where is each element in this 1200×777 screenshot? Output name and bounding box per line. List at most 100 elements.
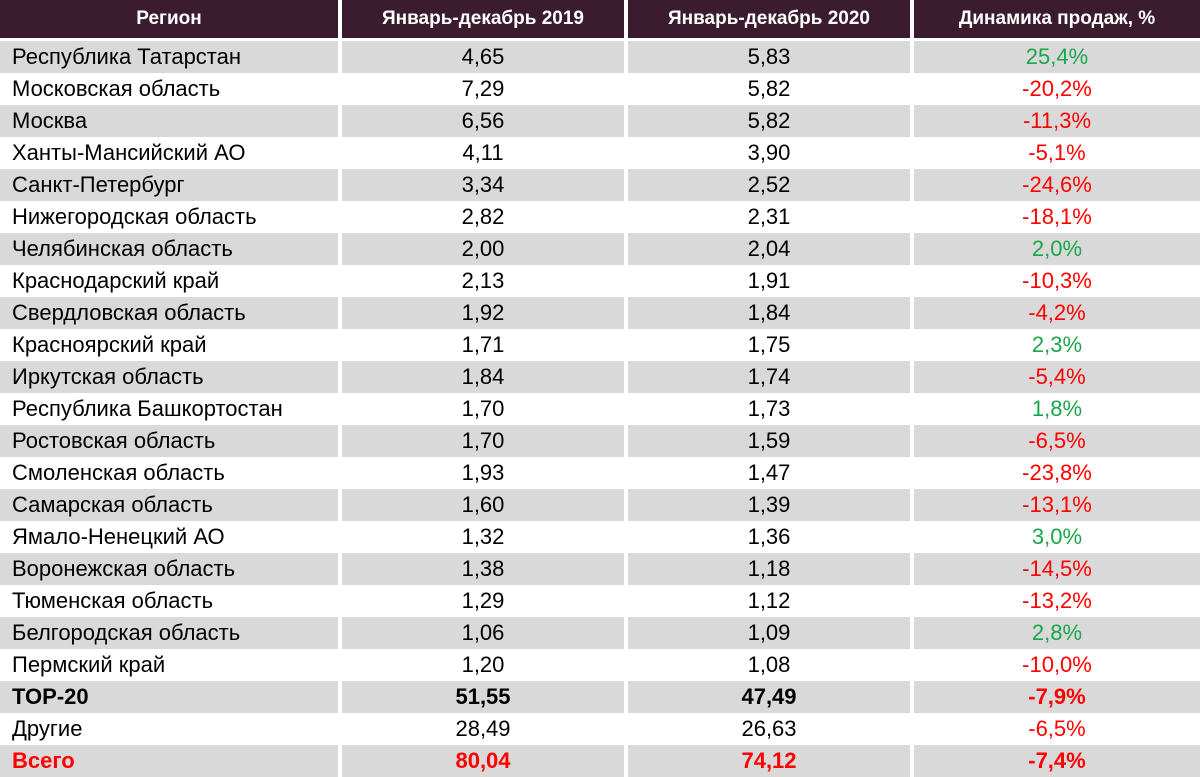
value-2020-cell: 1,18 bbox=[628, 553, 914, 585]
dynamics-cell: 25,4% bbox=[914, 41, 1200, 73]
top20-2019: 51,55 bbox=[342, 681, 628, 713]
region-cell: Тюменская область bbox=[0, 585, 342, 617]
region-cell: Республика Татарстан bbox=[0, 41, 342, 73]
table-row: Москва 6,56 5,82 -11,3% bbox=[0, 105, 1200, 137]
region-cell: Ямало-Ненецкий АО bbox=[0, 521, 342, 553]
dynamics-cell: -6,5% bbox=[914, 425, 1200, 457]
value-2020-cell: 1,73 bbox=[628, 393, 914, 425]
region-cell: Ханты-Мансийский АО bbox=[0, 137, 342, 169]
other-2020: 26,63 bbox=[628, 713, 914, 745]
region-cell: Ростовская область bbox=[0, 425, 342, 457]
other-row: Другие 28,49 26,63 -6,5% bbox=[0, 713, 1200, 745]
value-2020-cell: 1,09 bbox=[628, 617, 914, 649]
value-2019-cell: 1,92 bbox=[342, 297, 628, 329]
region-cell: Челябинская область bbox=[0, 233, 342, 265]
region-cell: Краснодарский край bbox=[0, 265, 342, 297]
table-body: Республика Татарстан 4,65 5,83 25,4% Московс… bbox=[0, 41, 1200, 777]
table-row: Ямало-Ненецкий АО 1,32 1,36 3,0% bbox=[0, 521, 1200, 553]
table-row: Тюменская область 1,29 1,12 -13,2% bbox=[0, 585, 1200, 617]
table-row: Иркутская область 1,84 1,74 -5,4% bbox=[0, 361, 1200, 393]
value-2019-cell: 1,38 bbox=[342, 553, 628, 585]
dynamics-cell: -10,0% bbox=[914, 649, 1200, 681]
table-header: Регион Январь-декабрь 2019 Январь-декабр… bbox=[0, 0, 1200, 41]
region-cell: Пермский край bbox=[0, 649, 342, 681]
region-cell: Белгородская область bbox=[0, 617, 342, 649]
dynamics-cell: -18,1% bbox=[914, 201, 1200, 233]
value-2019-cell: 1,71 bbox=[342, 329, 628, 361]
dynamics-cell: -23,8% bbox=[914, 457, 1200, 489]
dynamics-cell: 2,8% bbox=[914, 617, 1200, 649]
region-cell: Смоленская область bbox=[0, 457, 342, 489]
value-2019-cell: 1,70 bbox=[342, 393, 628, 425]
region-cell: Нижегородская область bbox=[0, 201, 342, 233]
region-cell: Самарская область bbox=[0, 489, 342, 521]
other-dynamics: -6,5% bbox=[914, 713, 1200, 745]
value-2019-cell: 1,93 bbox=[342, 457, 628, 489]
header-row: Регион Январь-декабрь 2019 Январь-декабр… bbox=[0, 0, 1200, 41]
value-2019-cell: 1,32 bbox=[342, 521, 628, 553]
value-2019-cell: 2,13 bbox=[342, 265, 628, 297]
header-region: Регион bbox=[0, 0, 342, 41]
table-row: Краснодарский край 2,13 1,91 -10,3% bbox=[0, 265, 1200, 297]
other-2019: 28,49 bbox=[342, 713, 628, 745]
value-2019-cell: 2,00 bbox=[342, 233, 628, 265]
value-2020-cell: 2,31 bbox=[628, 201, 914, 233]
header-2019: Январь-декабрь 2019 bbox=[342, 0, 628, 41]
total-2020: 74,12 bbox=[628, 745, 914, 777]
dynamics-cell: -4,2% bbox=[914, 297, 1200, 329]
value-2019-cell: 6,56 bbox=[342, 105, 628, 137]
region-cell: Воронежская область bbox=[0, 553, 342, 585]
table-row: Санкт-Петербург 3,34 2,52 -24,6% bbox=[0, 169, 1200, 201]
region-cell: Свердловская область bbox=[0, 297, 342, 329]
value-2020-cell: 1,39 bbox=[628, 489, 914, 521]
dynamics-cell: -5,1% bbox=[914, 137, 1200, 169]
table-row: Ханты-Мансийский АО 4,11 3,90 -5,1% bbox=[0, 137, 1200, 169]
total-dynamics: -7,4% bbox=[914, 745, 1200, 777]
other-region: Другие bbox=[0, 713, 342, 745]
top20-region: TOP-20 bbox=[0, 681, 342, 713]
value-2019-cell: 4,65 bbox=[342, 41, 628, 73]
region-cell: Красноярский край bbox=[0, 329, 342, 361]
value-2020-cell: 1,59 bbox=[628, 425, 914, 457]
table-row: Ростовская область 1,70 1,59 -6,5% bbox=[0, 425, 1200, 457]
value-2020-cell: 1,12 bbox=[628, 585, 914, 617]
table-row: Пермский край 1,20 1,08 -10,0% bbox=[0, 649, 1200, 681]
dynamics-cell: -20,2% bbox=[914, 73, 1200, 105]
table-row: Нижегородская область 2,82 2,31 -18,1% bbox=[0, 201, 1200, 233]
value-2020-cell: 1,36 bbox=[628, 521, 914, 553]
table-row: Республика Татарстан 4,65 5,83 25,4% bbox=[0, 41, 1200, 73]
table-row: Самарская область 1,60 1,39 -13,1% bbox=[0, 489, 1200, 521]
table-row: Московская область 7,29 5,82 -20,2% bbox=[0, 73, 1200, 105]
dynamics-cell: 2,0% bbox=[914, 233, 1200, 265]
value-2019-cell: 7,29 bbox=[342, 73, 628, 105]
value-2019-cell: 1,60 bbox=[342, 489, 628, 521]
region-cell: Республика Башкортостан bbox=[0, 393, 342, 425]
table-row: Воронежская область 1,38 1,18 -14,5% bbox=[0, 553, 1200, 585]
table-row: Свердловская область 1,92 1,84 -4,2% bbox=[0, 297, 1200, 329]
value-2019-cell: 1,20 bbox=[342, 649, 628, 681]
value-2020-cell: 1,47 bbox=[628, 457, 914, 489]
value-2020-cell: 1,74 bbox=[628, 361, 914, 393]
value-2020-cell: 1,08 bbox=[628, 649, 914, 681]
dynamics-cell: -13,1% bbox=[914, 489, 1200, 521]
dynamics-cell: -24,6% bbox=[914, 169, 1200, 201]
value-2019-cell: 1,29 bbox=[342, 585, 628, 617]
table-row: Республика Башкортостан 1,70 1,73 1,8% bbox=[0, 393, 1200, 425]
value-2020-cell: 2,52 bbox=[628, 169, 914, 201]
top20-2020: 47,49 bbox=[628, 681, 914, 713]
value-2020-cell: 2,04 bbox=[628, 233, 914, 265]
region-cell: Санкт-Петербург bbox=[0, 169, 342, 201]
table-row: Красноярский край 1,71 1,75 2,3% bbox=[0, 329, 1200, 361]
value-2020-cell: 5,83 bbox=[628, 41, 914, 73]
top20-dynamics: -7,9% bbox=[914, 681, 1200, 713]
table-row: Смоленская область 1,93 1,47 -23,8% bbox=[0, 457, 1200, 489]
region-cell: Иркутская область bbox=[0, 361, 342, 393]
value-2019-cell: 3,34 bbox=[342, 169, 628, 201]
value-2020-cell: 5,82 bbox=[628, 73, 914, 105]
value-2020-cell: 3,90 bbox=[628, 137, 914, 169]
value-2020-cell: 1,84 bbox=[628, 297, 914, 329]
header-dynamics: Динамика продаж, % bbox=[914, 0, 1200, 41]
value-2019-cell: 1,84 bbox=[342, 361, 628, 393]
table-row: Челябинская область 2,00 2,04 2,0% bbox=[0, 233, 1200, 265]
